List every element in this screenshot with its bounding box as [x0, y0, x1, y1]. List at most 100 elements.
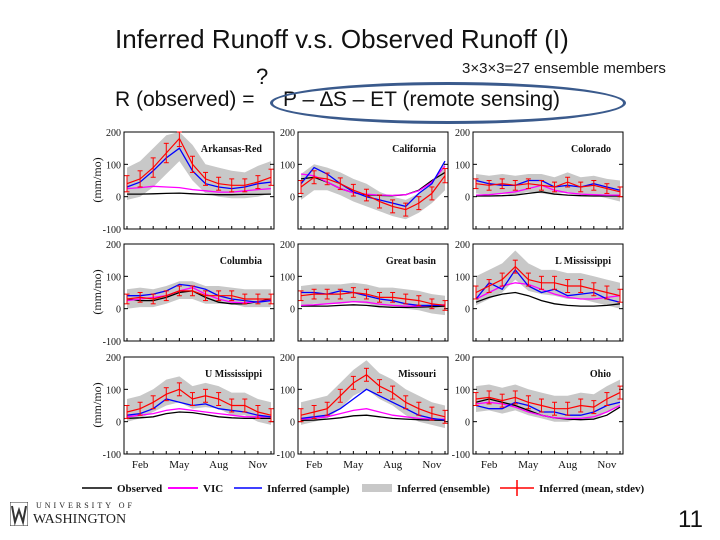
panel-title: Columbia — [220, 256, 262, 267]
ensemble-band — [127, 376, 271, 425]
x-tick-label: Feb — [132, 459, 149, 471]
y-tick-label: 200 — [106, 240, 121, 251]
inferred-mean-series — [475, 392, 621, 410]
y-tick-label: 100 — [280, 160, 295, 171]
y-tick-label: -100 — [277, 450, 295, 461]
inferred-mean-series — [475, 265, 621, 297]
x-tick-label: Feb — [481, 459, 498, 471]
x-tick-label: Feb — [306, 459, 323, 471]
y-tick-label: 0 — [465, 305, 470, 316]
y-tick-label: 0 — [116, 193, 121, 204]
panel-title: Great basin — [386, 256, 437, 267]
university-label-big: WASHINGTON — [33, 512, 127, 527]
observed-series — [126, 411, 271, 420]
inferred-mean-series — [300, 374, 446, 418]
y-tick-label: 0 — [116, 418, 121, 429]
y-tick-label: 0 — [290, 418, 295, 429]
panel-frame — [123, 131, 275, 230]
x-tick-label: May — [518, 459, 539, 471]
y-tick-label: 0 — [465, 193, 470, 204]
panel-u-mississippi: 200 100 0 -100 Feb May Aug Nov U Mississippi — [103, 353, 275, 471]
inferred-sample-series — [475, 401, 621, 416]
vic-series — [475, 401, 621, 420]
x-tick-label: May — [169, 459, 190, 471]
observed-series — [301, 304, 446, 309]
y-tick-label: 0 — [290, 305, 295, 316]
vic-series — [126, 408, 271, 418]
observed-series — [127, 192, 272, 196]
ensemble-band — [127, 132, 271, 200]
legend-label-vic: VIC — [203, 483, 223, 495]
y-tick-label: 200 — [106, 353, 121, 364]
panel-missouri: 200 100 0 -100 Feb May Aug Nov Missouri — [277, 353, 449, 471]
x-tick-label: Aug — [558, 459, 577, 471]
panel-columbia: 200 100 0 -100 Columbia — [103, 240, 275, 348]
legend-label-inferred-ensemble: Inferred (ensemble) — [397, 483, 490, 495]
legend-label-inferred-mean: Inferred (mean, stdev) — [539, 483, 645, 495]
panel-frame — [123, 243, 275, 342]
y-tick-label: 100 — [455, 385, 470, 396]
panel-title: Colorado — [571, 144, 611, 155]
y-tick-label: 200 — [280, 353, 295, 364]
panel-frame — [297, 243, 449, 342]
inferred-mean-series — [300, 291, 446, 306]
legend-label-inferred-sample: Inferred (sample) — [267, 483, 350, 495]
y-tick-label: 0 — [465, 418, 470, 429]
vic-series — [300, 165, 446, 197]
y-tick-label: 100 — [280, 385, 295, 396]
y-tick-label: -100 — [103, 337, 121, 348]
ensemble-band — [476, 379, 620, 422]
y-tick-label: 200 — [455, 353, 470, 364]
slide-title: Inferred Runoff v.s. Observed Runoff (I) — [115, 24, 569, 54]
inferred-sample-series — [126, 398, 272, 418]
observed-series — [300, 414, 446, 422]
panel-frame — [123, 356, 275, 455]
uw-logo-icon — [10, 502, 28, 526]
ensemble-band — [301, 360, 445, 429]
highlight-oval — [270, 82, 626, 124]
panel-title: California — [392, 144, 436, 155]
inferred-mean-series — [126, 290, 271, 300]
panel-title: U Mississippi — [205, 369, 262, 380]
panel-frame — [472, 131, 624, 230]
ensemble-band — [301, 161, 445, 220]
y-tick-label: 200 — [455, 128, 470, 139]
panel-colorado: 200 100 0 Colorado — [455, 128, 624, 230]
x-tick-label: Nov — [597, 459, 616, 471]
panel-title: L Mississippi — [555, 256, 611, 267]
y-axis-label: (mm/mo) — [90, 157, 104, 202]
panel-title: Arkansas-Red — [201, 144, 263, 155]
y-tick-label: 0 — [290, 193, 295, 204]
y-axis-label: (mm/mo) — [90, 269, 104, 314]
ensemble-note: 3×3×3=27 ensemble members — [462, 60, 666, 77]
panel-california: 200 100 0 California — [280, 128, 449, 230]
y-tick-label: 200 — [106, 128, 121, 139]
y-tick-label: 0 — [116, 305, 121, 316]
y-tick-label: -100 — [452, 450, 470, 461]
y-tick-label: 100 — [106, 160, 121, 171]
panel-l-mississippi: 200 100 0 L Mississippi — [455, 240, 624, 342]
panel-title: Ohio — [590, 369, 611, 380]
y-tick-label: 100 — [106, 385, 121, 396]
y-tick-label: -100 — [103, 450, 121, 461]
inferred-mean-series — [126, 388, 272, 416]
y-tick-label: 200 — [280, 128, 295, 139]
x-tick-label: Aug — [209, 459, 228, 471]
panel-arkansas-red: 200 100 0 -100 Arkansas-Red — [103, 128, 275, 236]
observed-series — [476, 191, 620, 197]
vic-series — [475, 184, 620, 196]
university-label-small: UNIVERSITY OF — [36, 501, 135, 510]
y-tick-label: 100 — [455, 160, 470, 171]
inferred-sample-series — [475, 179, 621, 191]
y-axis-label: (mm/mo) — [90, 382, 104, 427]
x-tick-label: Aug — [383, 459, 402, 471]
inferred-sample-series — [475, 268, 621, 303]
y-tick-label: 100 — [106, 272, 121, 283]
observed-series — [475, 291, 621, 307]
y-tick-label: 200 — [280, 240, 295, 251]
inferred-mean-series — [126, 137, 272, 186]
panel-frame — [297, 356, 449, 455]
legend-label-observed: Observed — [117, 483, 162, 495]
panel-ohio: 200 100 0 -100 Feb May Aug Nov Ohio — [452, 353, 624, 471]
panel-title: Missouri — [398, 369, 436, 380]
